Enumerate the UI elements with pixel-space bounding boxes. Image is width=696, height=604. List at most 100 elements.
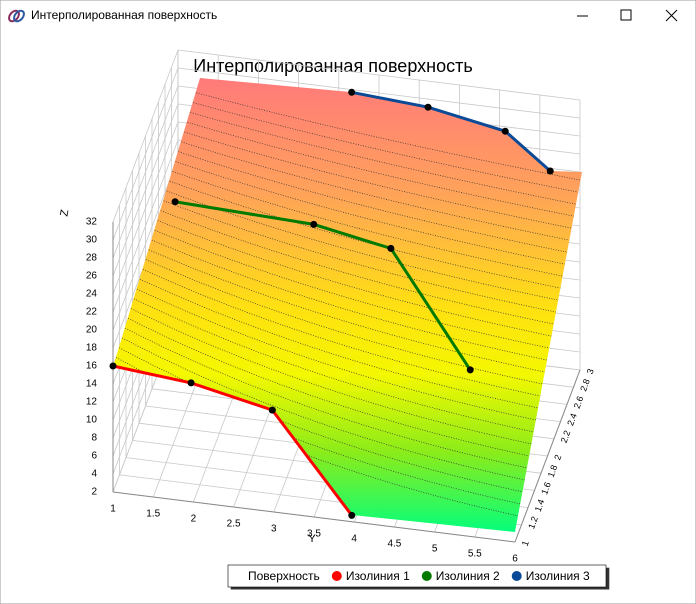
x-tick-label: 2 xyxy=(191,514,197,525)
z-tick-label: 28 xyxy=(86,253,98,264)
close-button[interactable] xyxy=(665,9,678,22)
contour-line xyxy=(142,202,574,329)
isoline-point xyxy=(171,198,179,206)
z-tick-label: 26 xyxy=(86,271,98,282)
x-axis-label: Y xyxy=(308,533,316,545)
surface xyxy=(113,78,582,532)
z-tick-label: 32 xyxy=(86,217,98,228)
isoline xyxy=(112,364,353,517)
y-tick-label: 2.4 xyxy=(565,412,579,427)
isoline-point xyxy=(546,167,554,175)
x-tick-label: 3 xyxy=(271,524,277,535)
grid-line xyxy=(112,121,179,295)
x-tick-label: 5.5 xyxy=(468,549,482,560)
x-tick-label: 5 xyxy=(432,544,438,555)
isoline-point xyxy=(501,127,509,135)
contour-line xyxy=(174,96,582,197)
contour-line xyxy=(113,318,547,473)
x-tick-label: 1.5 xyxy=(146,509,160,520)
legend-items: Поверхность Изолиния 1 Изолиния 2 Изолиния … xyxy=(248,569,590,583)
grid-line xyxy=(112,67,179,241)
chart-title: Интерполированная поверхность xyxy=(193,56,472,76)
grid-line xyxy=(177,49,581,101)
contour-line xyxy=(127,251,562,389)
z-tick-label: 18 xyxy=(86,343,98,354)
x-tick-label: 6 xyxy=(512,554,518,565)
contour-line xyxy=(139,212,571,341)
x-tick-label: 2.5 xyxy=(227,519,241,530)
y-tick-label: 1.2 xyxy=(526,515,540,530)
legend-label: Изолиния 2 xyxy=(436,569,500,583)
grid-line xyxy=(112,103,179,277)
z-tick-label: 12 xyxy=(86,397,98,408)
legend-label: Изолиния 1 xyxy=(346,569,410,583)
contour-line xyxy=(156,154,582,269)
contour-line xyxy=(150,174,580,293)
maximize-button[interactable] xyxy=(620,9,632,21)
contour-line xyxy=(113,337,542,497)
contour-line xyxy=(145,193,576,317)
isoline-point xyxy=(268,406,276,414)
legend-marker xyxy=(421,571,432,581)
isolines xyxy=(109,88,554,519)
grid-line xyxy=(112,157,179,331)
contour-line xyxy=(162,135,582,245)
isoline xyxy=(351,90,552,173)
x-tick-label: 3.5 xyxy=(307,529,321,540)
contour-line xyxy=(130,241,565,377)
z-tick-label: 24 xyxy=(86,289,98,300)
y-tick-label: 2.6 xyxy=(572,395,586,410)
z-tick-label: 22 xyxy=(86,307,98,318)
contour-line xyxy=(118,279,556,425)
grid-line xyxy=(112,49,179,223)
title-bar: Интерполированная поверхность xyxy=(8,8,678,23)
z-tick-label: 20 xyxy=(86,325,98,336)
contour-line xyxy=(177,87,582,185)
y-tick-label: 2.2 xyxy=(559,429,573,444)
z-tick-label: 6 xyxy=(91,451,97,462)
y-tick-label: 3 xyxy=(585,367,596,375)
legend-label: Изолиния 3 xyxy=(526,569,590,583)
z-tick-label: 10 xyxy=(86,415,98,426)
z-tick-label: 2 xyxy=(91,487,97,498)
contour-line xyxy=(168,116,582,221)
axis-line xyxy=(514,369,581,543)
isoline xyxy=(174,200,472,371)
legend xyxy=(227,564,607,588)
contour-line xyxy=(121,270,558,413)
isoline-point xyxy=(187,379,195,387)
app-icon xyxy=(8,9,25,23)
z-tick-label: 14 xyxy=(86,379,98,390)
isoline-point xyxy=(348,511,356,519)
grid-line xyxy=(177,67,581,119)
y-tick-label: 1 xyxy=(520,539,531,547)
x-tick-label: 1 xyxy=(110,504,116,515)
isoline-point xyxy=(109,362,117,370)
contour-line xyxy=(116,289,553,437)
x-tick-label: 4.5 xyxy=(387,539,401,550)
z-tick-label: 8 xyxy=(91,433,97,444)
z-tick-label: 30 xyxy=(86,235,98,246)
grid-line xyxy=(112,85,179,259)
x-tick-label: 4 xyxy=(351,534,357,545)
contour-line xyxy=(171,106,582,209)
isoline-point xyxy=(387,244,395,252)
y-tick-label: 1.4 xyxy=(533,498,547,513)
z-tick-label: 16 xyxy=(86,361,98,372)
contour-line xyxy=(147,183,578,305)
contour-line xyxy=(165,125,582,233)
legend-marker xyxy=(331,571,342,581)
y-tick-label: 1.8 xyxy=(546,464,560,479)
contour-line xyxy=(133,231,567,365)
isoline-point xyxy=(348,88,356,96)
window-title: Интерполированная поверхность xyxy=(31,8,217,22)
y-tick-label: 1.6 xyxy=(539,481,553,496)
y-tick-label: 2 xyxy=(552,453,563,461)
legend-marker xyxy=(511,571,522,581)
axis-line xyxy=(112,491,516,543)
z-tick-label: 4 xyxy=(91,469,97,480)
y-tick-label: 2.8 xyxy=(578,378,592,393)
isoline-point xyxy=(424,103,432,111)
